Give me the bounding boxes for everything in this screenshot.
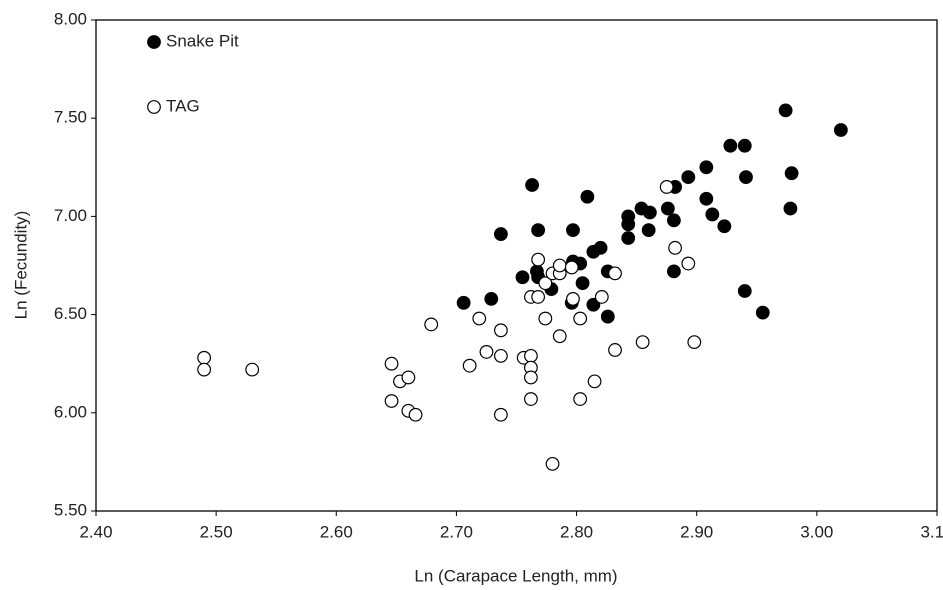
data-point bbox=[552, 258, 567, 273]
data-point bbox=[531, 223, 546, 238]
data-point bbox=[600, 309, 615, 324]
y-tick-label: 5.50 bbox=[54, 500, 87, 519]
data-point bbox=[723, 138, 738, 153]
data-point bbox=[564, 260, 579, 275]
data-point bbox=[666, 264, 681, 279]
data-point bbox=[573, 311, 588, 326]
data-point bbox=[739, 170, 753, 185]
x-tick-label: 2.50 bbox=[200, 522, 233, 541]
data-point bbox=[538, 311, 553, 326]
data-point bbox=[472, 311, 487, 326]
data-point bbox=[401, 370, 416, 385]
data-point bbox=[545, 456, 560, 471]
data-point bbox=[484, 291, 499, 306]
y-tick-label: 7.00 bbox=[54, 206, 87, 225]
data-point bbox=[493, 227, 508, 241]
data-point bbox=[621, 217, 636, 232]
data-point bbox=[705, 207, 720, 222]
data-point bbox=[531, 290, 546, 304]
data-point bbox=[717, 219, 732, 234]
data-point bbox=[384, 394, 399, 408]
data-point bbox=[668, 240, 682, 255]
data-point bbox=[493, 348, 508, 363]
data-point bbox=[524, 348, 538, 363]
data-point bbox=[524, 370, 538, 385]
data-point bbox=[660, 201, 675, 216]
data-point bbox=[197, 350, 212, 365]
data-point bbox=[641, 223, 656, 238]
data-point bbox=[525, 178, 540, 192]
legend-label: Snake Pit bbox=[166, 31, 239, 50]
data-point bbox=[586, 244, 601, 259]
data-point bbox=[580, 189, 595, 204]
data-point bbox=[666, 213, 681, 228]
x-tick-label: 2.70 bbox=[440, 522, 473, 541]
x-axis-label: Ln (Carapace Length, mm) bbox=[414, 566, 617, 585]
data-point bbox=[737, 138, 752, 153]
data-point bbox=[456, 295, 471, 310]
data-point bbox=[833, 123, 848, 137]
legend-marker bbox=[147, 100, 161, 114]
data-point bbox=[687, 335, 702, 349]
x-tick-label: 2.80 bbox=[560, 522, 593, 541]
data-point bbox=[408, 407, 423, 422]
data-point bbox=[783, 201, 798, 216]
data-point bbox=[681, 170, 696, 185]
data-point bbox=[699, 191, 714, 206]
data-point bbox=[594, 290, 609, 304]
x-tick-label: 3.10 bbox=[920, 522, 943, 541]
data-point bbox=[659, 180, 674, 194]
data-point bbox=[524, 392, 538, 406]
y-tick-label: 7.50 bbox=[54, 108, 87, 127]
data-point bbox=[493, 407, 508, 422]
data-point bbox=[621, 231, 636, 245]
data-point bbox=[608, 266, 622, 281]
y-axis-label: Ln (Fecundity) bbox=[11, 211, 30, 320]
data-point bbox=[635, 335, 650, 349]
data-point bbox=[586, 297, 601, 312]
data-point bbox=[538, 276, 553, 291]
x-tick-label: 2.60 bbox=[320, 522, 353, 541]
data-point bbox=[245, 362, 260, 377]
data-point bbox=[608, 343, 622, 357]
data-point bbox=[493, 323, 508, 338]
data-point bbox=[515, 270, 530, 285]
data-point bbox=[566, 223, 580, 238]
data-point bbox=[737, 284, 752, 298]
data-point bbox=[566, 291, 580, 306]
y-tick-label: 6.50 bbox=[54, 304, 87, 323]
x-tick-label: 2.40 bbox=[79, 522, 112, 541]
plot-frame bbox=[95, 19, 938, 512]
x-tick-label: 3.00 bbox=[800, 522, 833, 541]
data-point bbox=[424, 317, 439, 332]
legend-marker bbox=[147, 35, 161, 49]
data-point bbox=[575, 276, 590, 291]
data-point bbox=[642, 205, 657, 220]
data-point bbox=[197, 362, 212, 377]
data-point bbox=[784, 166, 799, 181]
legend-label: TAG bbox=[166, 96, 200, 115]
data-point bbox=[552, 329, 567, 344]
data-point bbox=[479, 345, 494, 359]
y-tick-label: 6.00 bbox=[54, 402, 87, 421]
data-point bbox=[681, 256, 696, 271]
data-point bbox=[384, 356, 399, 371]
data-point bbox=[573, 392, 588, 406]
data-point bbox=[755, 305, 770, 320]
data-point bbox=[462, 358, 477, 373]
y-tick-label: 8.00 bbox=[54, 9, 87, 28]
data-point bbox=[699, 160, 714, 175]
x-tick-label: 2.90 bbox=[680, 522, 713, 541]
data-point bbox=[531, 252, 546, 267]
data-point bbox=[778, 103, 793, 118]
data-point bbox=[587, 374, 602, 389]
